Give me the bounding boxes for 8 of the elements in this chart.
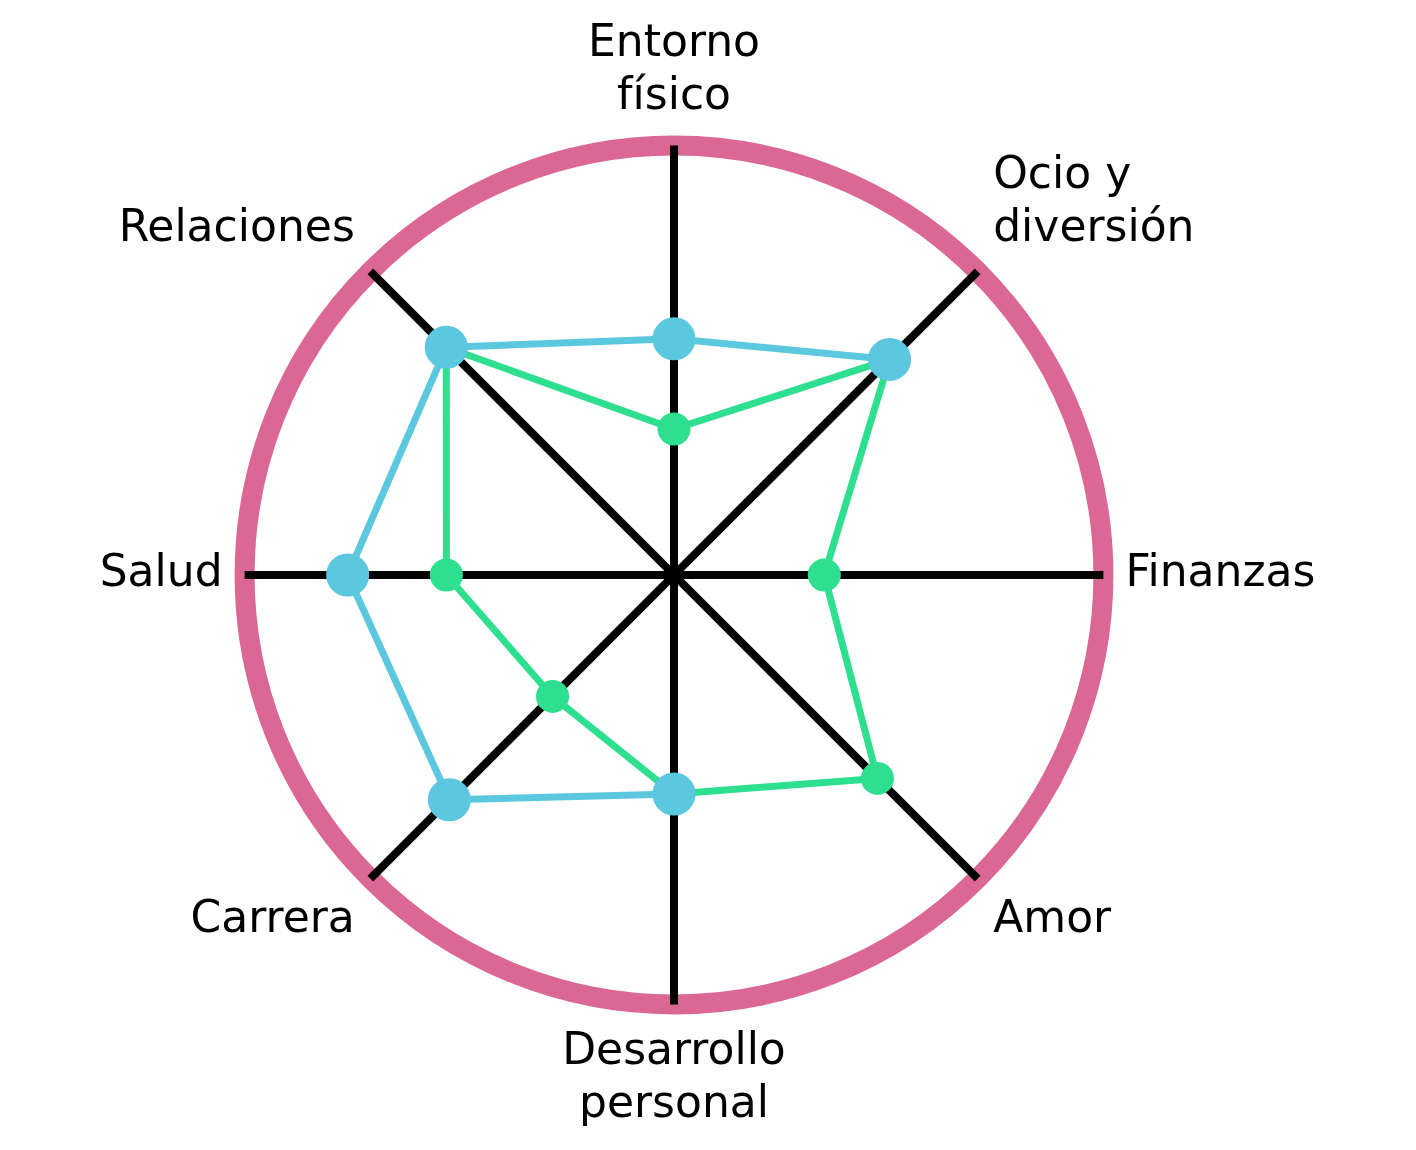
spoke-label: Ocio y diversión <box>993 147 1195 251</box>
spoke-label: Finanzas <box>1125 545 1316 597</box>
spoke-label: Entorno físico <box>588 14 760 119</box>
spoke-label: Salud <box>99 545 223 597</box>
spoke-label: Desarrollo personal <box>562 1023 786 1128</box>
spoke-label: Carrera <box>190 891 355 943</box>
spoke-label: Relaciones <box>118 199 355 251</box>
spoke-label: Amor <box>993 891 1113 943</box>
